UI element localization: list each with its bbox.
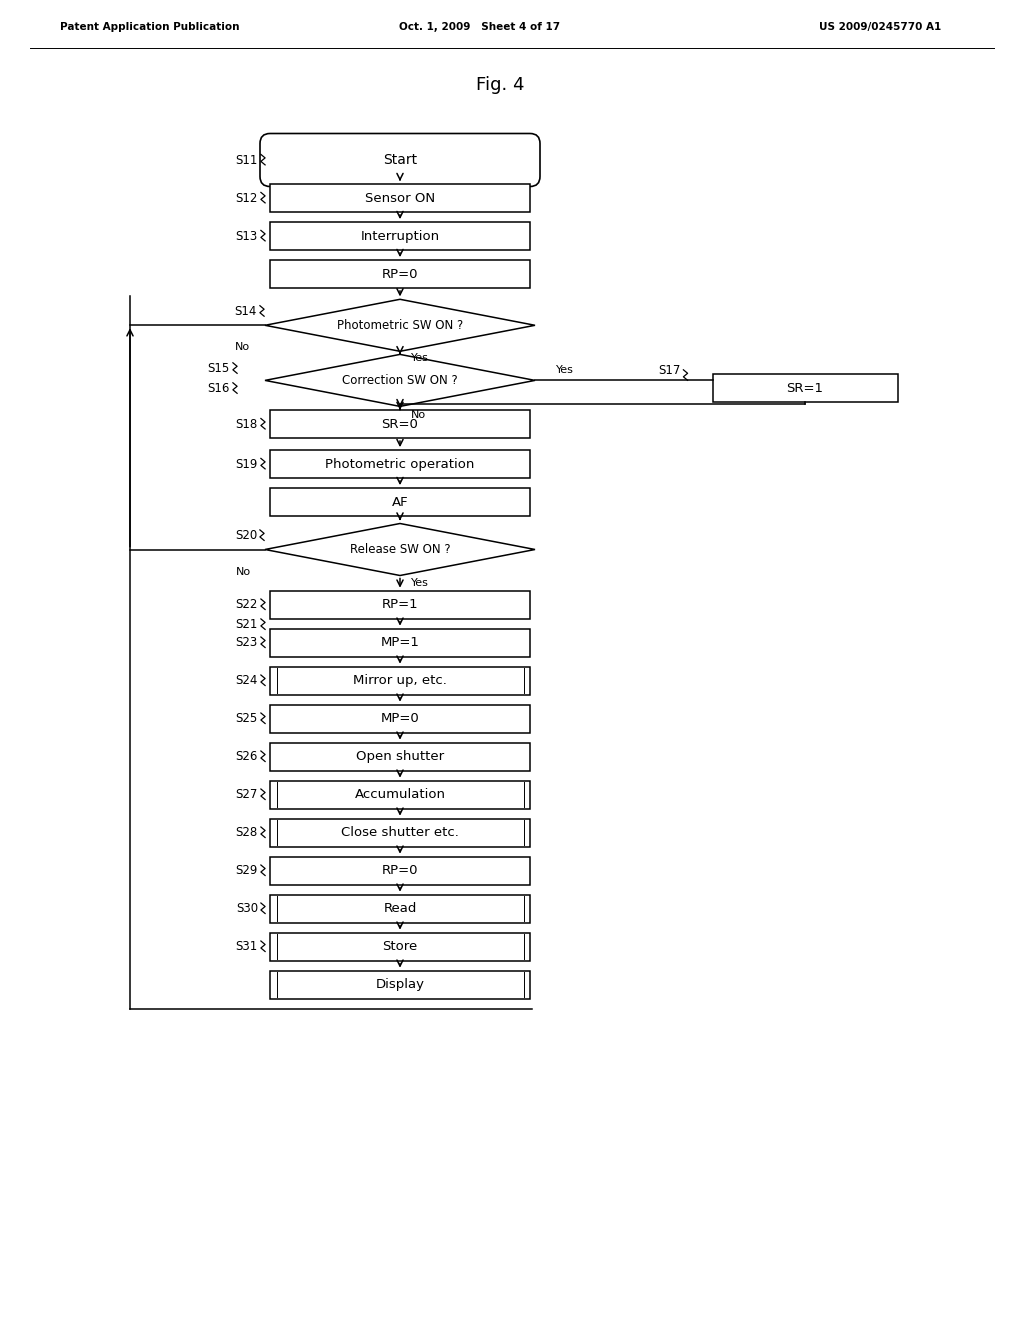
Text: Correction SW ON ?: Correction SW ON ? bbox=[342, 374, 458, 387]
FancyBboxPatch shape bbox=[260, 133, 540, 186]
Text: S11: S11 bbox=[236, 153, 258, 166]
Text: SR=0: SR=0 bbox=[382, 417, 419, 430]
Text: S20: S20 bbox=[234, 529, 257, 543]
Text: S21: S21 bbox=[236, 618, 258, 631]
Text: Display: Display bbox=[376, 978, 425, 991]
Text: Yes: Yes bbox=[411, 578, 429, 587]
Text: S14: S14 bbox=[234, 305, 257, 318]
Text: Mirror up, etc.: Mirror up, etc. bbox=[353, 675, 446, 688]
Text: S23: S23 bbox=[236, 636, 258, 649]
FancyBboxPatch shape bbox=[270, 780, 530, 809]
FancyBboxPatch shape bbox=[270, 628, 530, 656]
FancyBboxPatch shape bbox=[270, 667, 530, 694]
FancyBboxPatch shape bbox=[270, 743, 530, 771]
Text: S22: S22 bbox=[236, 598, 258, 611]
Text: S27: S27 bbox=[236, 788, 258, 801]
FancyBboxPatch shape bbox=[270, 222, 530, 249]
Text: S13: S13 bbox=[236, 230, 258, 243]
Text: S24: S24 bbox=[236, 675, 258, 688]
Text: S30: S30 bbox=[236, 902, 258, 915]
Text: MP=0: MP=0 bbox=[381, 711, 420, 725]
Text: Interruption: Interruption bbox=[360, 230, 439, 243]
Polygon shape bbox=[265, 524, 535, 576]
FancyBboxPatch shape bbox=[270, 970, 530, 999]
Text: No: No bbox=[236, 566, 251, 577]
Text: Close shutter etc.: Close shutter etc. bbox=[341, 826, 459, 840]
Text: Start: Start bbox=[383, 153, 417, 168]
Text: MP=1: MP=1 bbox=[381, 636, 420, 649]
Text: Photometric operation: Photometric operation bbox=[326, 458, 475, 470]
Text: Fig. 4: Fig. 4 bbox=[476, 77, 524, 94]
FancyBboxPatch shape bbox=[270, 705, 530, 733]
FancyBboxPatch shape bbox=[713, 375, 897, 403]
Text: Photometric SW ON ?: Photometric SW ON ? bbox=[337, 319, 463, 331]
Text: S15: S15 bbox=[208, 362, 230, 375]
Text: Oct. 1, 2009   Sheet 4 of 17: Oct. 1, 2009 Sheet 4 of 17 bbox=[399, 22, 560, 32]
Text: S19: S19 bbox=[236, 458, 258, 470]
Text: RP=1: RP=1 bbox=[382, 598, 419, 611]
Text: Read: Read bbox=[383, 902, 417, 915]
Text: Yes: Yes bbox=[411, 354, 429, 363]
FancyBboxPatch shape bbox=[270, 450, 530, 478]
Text: SR=1: SR=1 bbox=[786, 381, 823, 395]
FancyBboxPatch shape bbox=[270, 183, 530, 213]
FancyBboxPatch shape bbox=[270, 895, 530, 923]
Polygon shape bbox=[265, 300, 535, 351]
Text: Patent Application Publication: Patent Application Publication bbox=[60, 22, 240, 32]
FancyBboxPatch shape bbox=[270, 857, 530, 884]
FancyBboxPatch shape bbox=[270, 260, 530, 288]
FancyBboxPatch shape bbox=[270, 411, 530, 438]
Text: RP=0: RP=0 bbox=[382, 865, 418, 876]
FancyBboxPatch shape bbox=[270, 933, 530, 961]
FancyBboxPatch shape bbox=[270, 488, 530, 516]
Text: Open shutter: Open shutter bbox=[356, 750, 444, 763]
Text: S16: S16 bbox=[208, 381, 230, 395]
Text: S17: S17 bbox=[658, 364, 681, 378]
Text: S25: S25 bbox=[236, 711, 258, 725]
Text: S18: S18 bbox=[236, 417, 258, 430]
Text: RP=0: RP=0 bbox=[382, 268, 418, 281]
Text: Accumulation: Accumulation bbox=[354, 788, 445, 801]
Text: S29: S29 bbox=[236, 865, 258, 876]
Text: S28: S28 bbox=[236, 826, 258, 840]
Text: Store: Store bbox=[382, 940, 418, 953]
Polygon shape bbox=[265, 354, 535, 407]
Text: US 2009/0245770 A1: US 2009/0245770 A1 bbox=[819, 22, 941, 32]
FancyBboxPatch shape bbox=[270, 590, 530, 619]
Text: AF: AF bbox=[392, 495, 409, 508]
Text: No: No bbox=[234, 342, 250, 352]
Text: Sensor ON: Sensor ON bbox=[365, 191, 435, 205]
Text: Release SW ON ?: Release SW ON ? bbox=[349, 543, 451, 556]
Text: S12: S12 bbox=[236, 191, 258, 205]
Text: S26: S26 bbox=[236, 750, 258, 763]
FancyBboxPatch shape bbox=[270, 818, 530, 846]
Text: Yes: Yes bbox=[556, 366, 573, 375]
Text: S31: S31 bbox=[236, 940, 258, 953]
Text: No: No bbox=[411, 411, 426, 420]
